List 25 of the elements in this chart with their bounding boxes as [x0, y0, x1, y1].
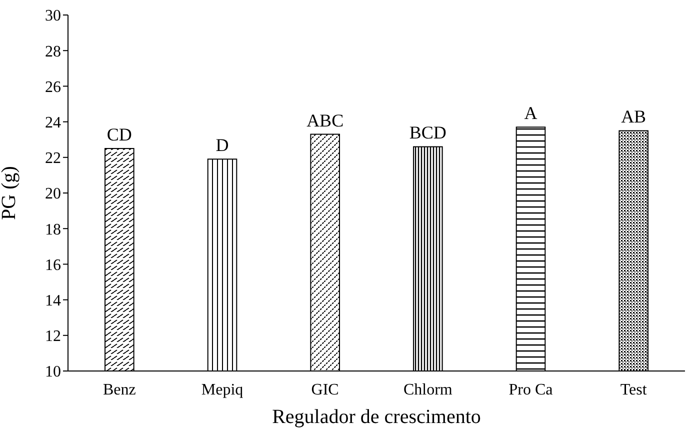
y-tick-label: 12 [45, 328, 61, 346]
y-tick-label: 28 [45, 43, 61, 60]
x-tick-label: Chlorm [403, 381, 453, 398]
y-tick-label: 16 [45, 256, 61, 274]
y-tick-label: 30 [45, 8, 61, 25]
annotation: A [524, 103, 538, 124]
x-tick-label: Test [620, 381, 648, 398]
annotation: AB [621, 106, 646, 127]
x-axis-title: Regulador de crescimento [272, 406, 481, 428]
y-tick-label: 14 [45, 292, 61, 310]
y-tick-label: 20 [45, 186, 61, 203]
x-tick-label: Benz [102, 381, 136, 398]
x-tick-label: Mepiq [201, 381, 244, 398]
annotation: D [216, 135, 229, 156]
x-tick-label: Pro Ca [508, 381, 553, 398]
y-axis-title: PG (g) [0, 166, 20, 220]
y-tick-label: 26 [45, 78, 61, 96]
x-tick-label: GIC [311, 381, 339, 398]
y-tick-label: 18 [45, 221, 61, 238]
annotation: CD [106, 124, 132, 144]
y-tick-label: 24 [45, 114, 61, 132]
y-tick-label: 10 [45, 364, 61, 381]
y-tick-label: 22 [45, 150, 61, 168]
annotation: ABC [306, 110, 344, 130]
annotation: BCD [409, 122, 446, 143]
